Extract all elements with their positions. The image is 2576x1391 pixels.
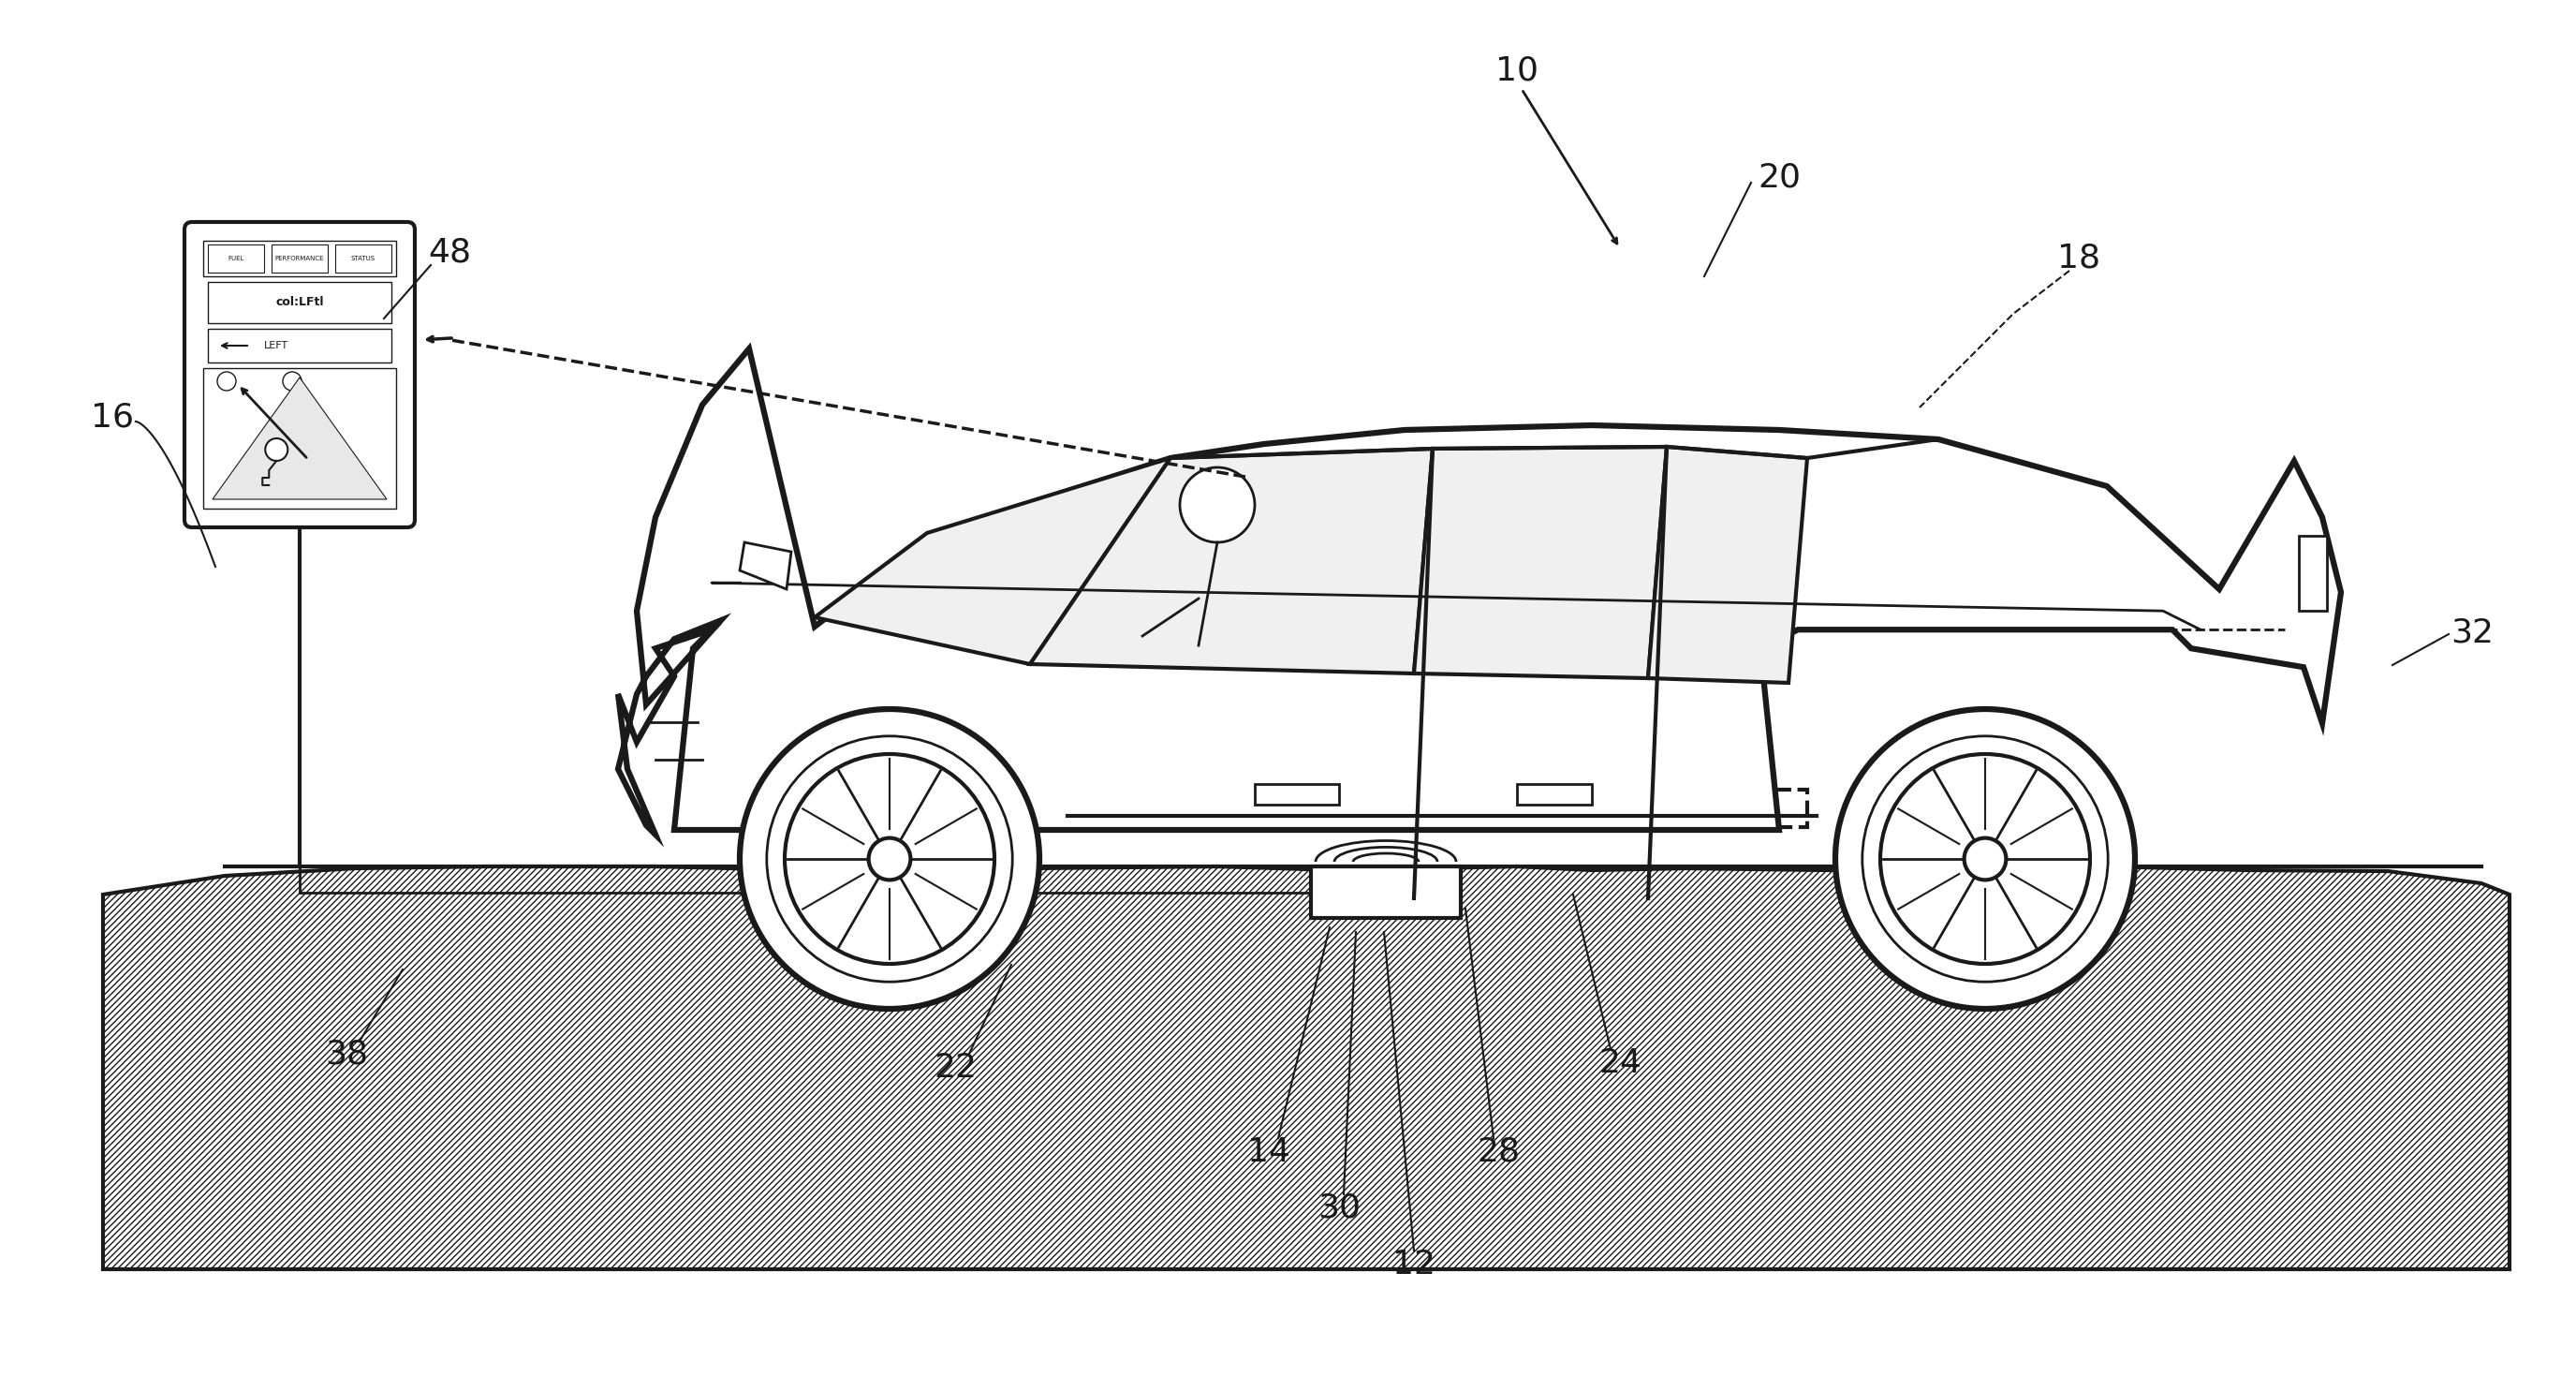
Circle shape [1834, 709, 2136, 1008]
Text: LEFT: LEFT [265, 341, 289, 351]
Bar [209, 328, 392, 363]
Polygon shape [814, 458, 1170, 664]
Bar [1255, 785, 1340, 804]
Text: 12: 12 [1394, 1249, 1435, 1281]
Circle shape [739, 709, 1038, 1008]
Text: 24: 24 [1600, 1047, 1641, 1079]
Text: 38: 38 [325, 1038, 368, 1070]
Text: PERFORMANCE: PERFORMANCE [276, 256, 325, 262]
Polygon shape [618, 349, 2342, 835]
Polygon shape [739, 542, 791, 590]
Circle shape [868, 837, 909, 881]
Text: 22: 22 [933, 1052, 976, 1084]
Text: 10: 10 [1497, 54, 1538, 86]
Bar [209, 245, 265, 273]
Bar [1517, 785, 1592, 804]
Text: 30: 30 [1316, 1192, 1360, 1224]
FancyBboxPatch shape [185, 223, 415, 527]
Circle shape [1180, 467, 1255, 542]
Circle shape [283, 371, 301, 391]
Bar [2298, 536, 2326, 611]
Bar [204, 241, 397, 277]
Text: 48: 48 [428, 236, 471, 268]
Circle shape [265, 438, 289, 460]
Circle shape [768, 736, 1012, 982]
Polygon shape [1030, 449, 1432, 673]
Circle shape [1880, 754, 2089, 964]
Polygon shape [1414, 447, 1667, 679]
Bar [209, 282, 392, 323]
Text: 32: 32 [2450, 616, 2494, 648]
Polygon shape [214, 377, 386, 499]
Circle shape [216, 371, 237, 391]
Text: 28: 28 [1476, 1136, 1520, 1168]
Bar [335, 245, 392, 273]
Bar [204, 369, 397, 509]
Circle shape [1862, 736, 2107, 982]
Text: 16: 16 [90, 401, 134, 433]
Circle shape [1963, 837, 2007, 881]
Polygon shape [103, 867, 2509, 1269]
Text: 18: 18 [2058, 242, 2099, 274]
Bar [1311, 867, 1461, 918]
Bar [1301, 778, 1471, 810]
Text: 14: 14 [1247, 1136, 1291, 1168]
Bar [270, 245, 327, 273]
Bar [1095, 790, 1808, 828]
Circle shape [786, 754, 994, 964]
Text: STATUS: STATUS [350, 256, 376, 262]
Text: FUEL: FUEL [227, 256, 245, 262]
Text: col:LFtl: col:LFtl [276, 296, 325, 309]
Text: 20: 20 [1757, 161, 1801, 193]
Polygon shape [1649, 447, 1808, 683]
